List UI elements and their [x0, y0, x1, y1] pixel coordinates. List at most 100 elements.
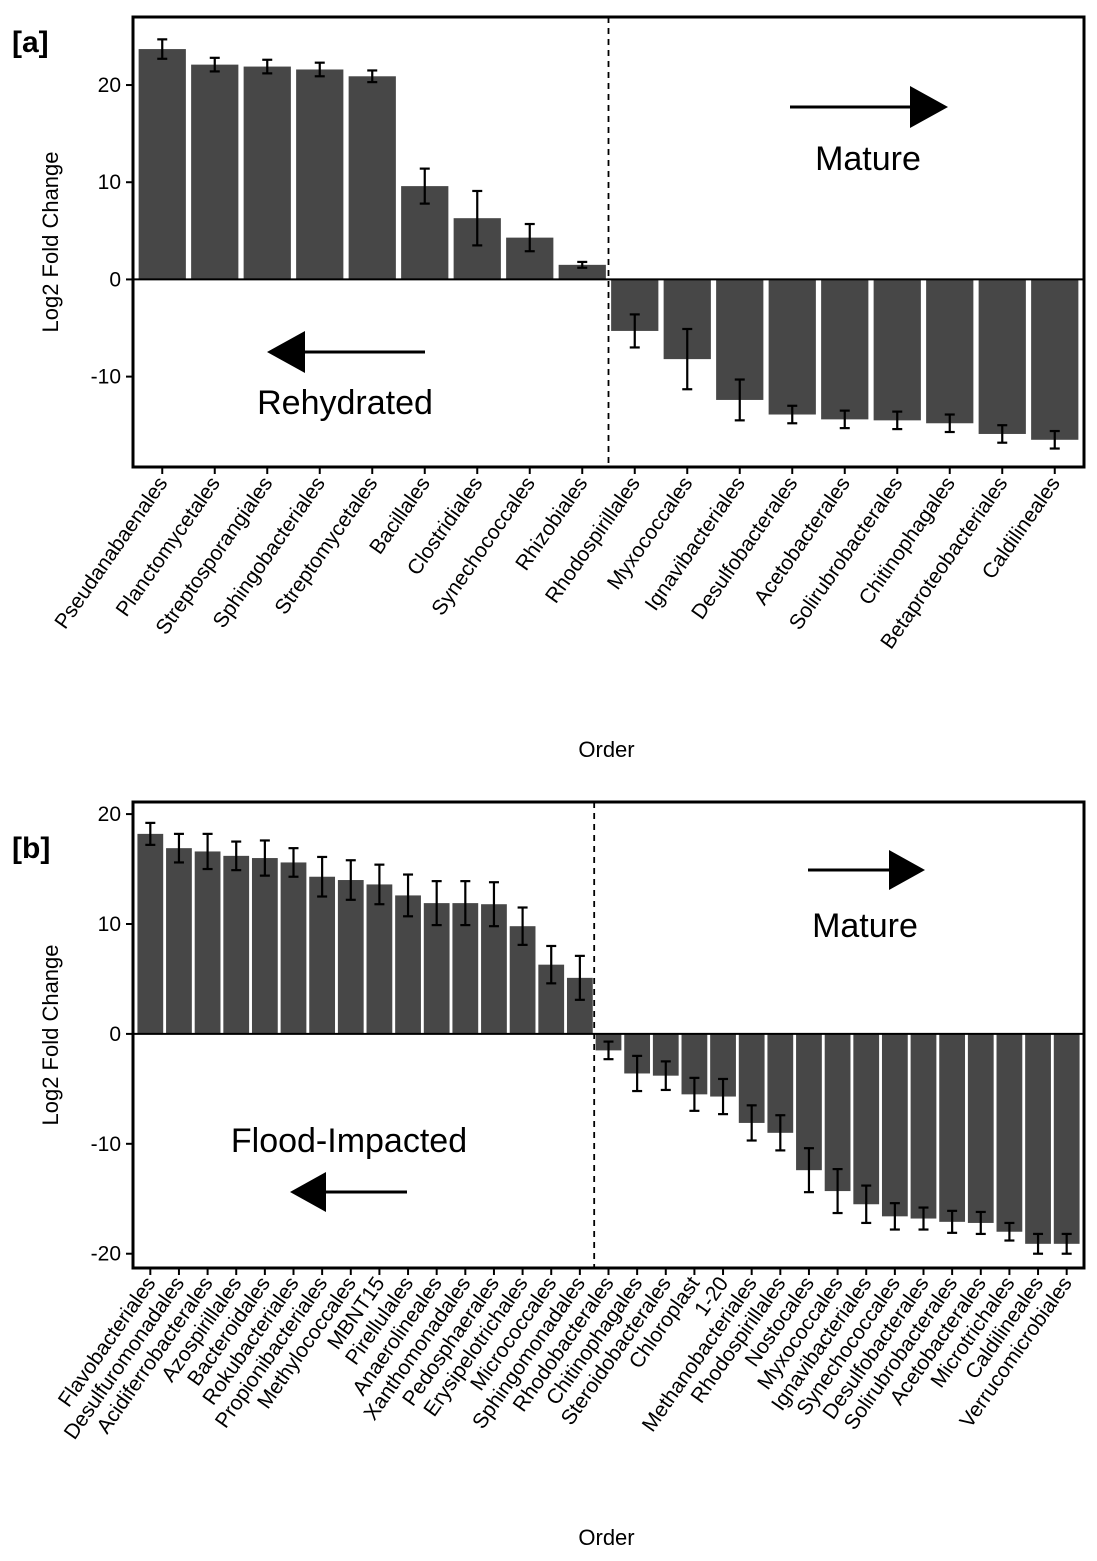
error-bar [231, 840, 242, 872]
arrow-head [910, 86, 948, 128]
bar-methylococcales [337, 880, 364, 1034]
x-tick-label: Chitinophagales [855, 473, 960, 610]
error-bar [431, 880, 442, 927]
error-bar [660, 1060, 671, 1092]
bar-rhizobiales [558, 264, 606, 280]
y-axis-title: Log2 Fold Change [38, 944, 63, 1125]
error-bar [145, 821, 156, 846]
error-bar [1061, 1232, 1072, 1255]
error-bar [209, 56, 220, 73]
bar-desulfobacterales [910, 1033, 937, 1219]
bar-acetobacterales [821, 279, 869, 420]
error-bar [577, 260, 588, 269]
panel-a: [a]-1001020PseudanabaenalesPlanctomyceta… [12, 15, 1086, 762]
error-bar [975, 1210, 986, 1236]
positive-group-label: Flood-Impacted [231, 1122, 467, 1160]
bar-mbnt15 [366, 884, 393, 1034]
error-bar [345, 859, 356, 901]
bar-desulfobacterales [768, 279, 816, 415]
x-axis-title: Order [578, 1525, 634, 1550]
error-bar [787, 404, 798, 425]
error-bar [682, 327, 693, 391]
arrow-head [290, 1172, 326, 1212]
error-bar [259, 839, 270, 877]
error-bar [832, 1167, 843, 1215]
bar-verrucomicrobiales [1053, 1033, 1080, 1244]
error-bar [839, 409, 850, 430]
bar-solirubrobacterales [939, 1033, 966, 1222]
error-bar [374, 863, 385, 906]
error-bar [460, 880, 471, 927]
bar-chitinophagales [926, 279, 974, 424]
plot-frame [131, 15, 1086, 469]
bar-caldilineales [1031, 279, 1079, 440]
error-bar [947, 1209, 958, 1234]
panel-b: [b]-20-1001020FlavobacterialesDesulfurom… [12, 800, 1086, 1550]
bar-microtrichales [996, 1033, 1023, 1232]
error-bar [367, 69, 378, 84]
error-bar [173, 832, 184, 864]
arrow-head [267, 331, 305, 373]
error-bar [718, 1077, 729, 1116]
y-tick-label: -10 [91, 366, 121, 389]
error-bar [603, 1040, 614, 1061]
error-bar [403, 873, 414, 918]
bar-pseudanabaenales [138, 49, 186, 280]
x-tick-label: Acetobacterales [750, 473, 855, 610]
error-bar [517, 906, 528, 946]
error-bar [262, 58, 273, 75]
error-bar [632, 1054, 643, 1093]
right-arrow-icon [808, 850, 925, 890]
error-bar [889, 1202, 900, 1231]
panel-label: [b] [12, 832, 50, 865]
error-bar [419, 167, 430, 205]
error-bar [317, 855, 328, 898]
bar-azospirillales [223, 855, 250, 1034]
left-arrow-icon [290, 1172, 407, 1212]
y-tick-label: 10 [98, 913, 121, 936]
negative-group-label: Mature [812, 907, 918, 945]
arrow-head [889, 850, 925, 890]
y-tick-label: 0 [109, 1023, 121, 1046]
bar-ignavibacteriales [853, 1033, 880, 1205]
bar-rokubacteriales [280, 862, 307, 1034]
error-bar [574, 954, 585, 1001]
bar-pirellulales [395, 895, 421, 1034]
error-bar [314, 61, 325, 78]
left-arrow-icon [267, 331, 425, 373]
error-bar [775, 1114, 786, 1152]
panel-label: [a] [12, 26, 49, 59]
error-bar [689, 1076, 700, 1112]
error-bar [997, 424, 1008, 444]
bar-acidiferrobacterales [194, 851, 221, 1034]
bar-betaproteobacteriales [978, 279, 1026, 434]
error-bar [746, 1104, 757, 1142]
x-axis-title: Order [578, 737, 634, 762]
x-tick-label: Rhodospirillales [541, 473, 645, 608]
bar-caldilineales [1025, 1033, 1051, 1244]
y-tick-label: 20 [98, 803, 121, 826]
y-tick-label: 10 [98, 171, 121, 194]
error-bar [157, 38, 168, 60]
bar-planctomycetales [191, 64, 239, 280]
error-bar [918, 1206, 929, 1231]
y-axis-title: Log2 Fold Change [38, 151, 63, 332]
error-bar [472, 189, 483, 247]
bar-streptosporangiales [243, 66, 291, 280]
y-tick-label: 20 [98, 74, 121, 97]
bar-myxococcales [824, 1033, 851, 1192]
bar-solirubrobacterales [873, 279, 921, 421]
error-bar [734, 378, 745, 422]
positive-group-label: Rehydrated [257, 384, 433, 422]
bar-synechococcales [881, 1033, 908, 1217]
error-bar [1049, 429, 1060, 450]
error-bar [1004, 1221, 1015, 1242]
error-bar [803, 1147, 814, 1194]
error-bar [861, 1184, 872, 1225]
error-bar [524, 222, 535, 253]
bar-sphingobacteriales [296, 69, 344, 280]
bar-desulfuromonadales [166, 848, 192, 1034]
bar-streptomycetales [348, 76, 396, 280]
error-bar [629, 313, 640, 349]
y-tick-label: -20 [91, 1243, 121, 1266]
